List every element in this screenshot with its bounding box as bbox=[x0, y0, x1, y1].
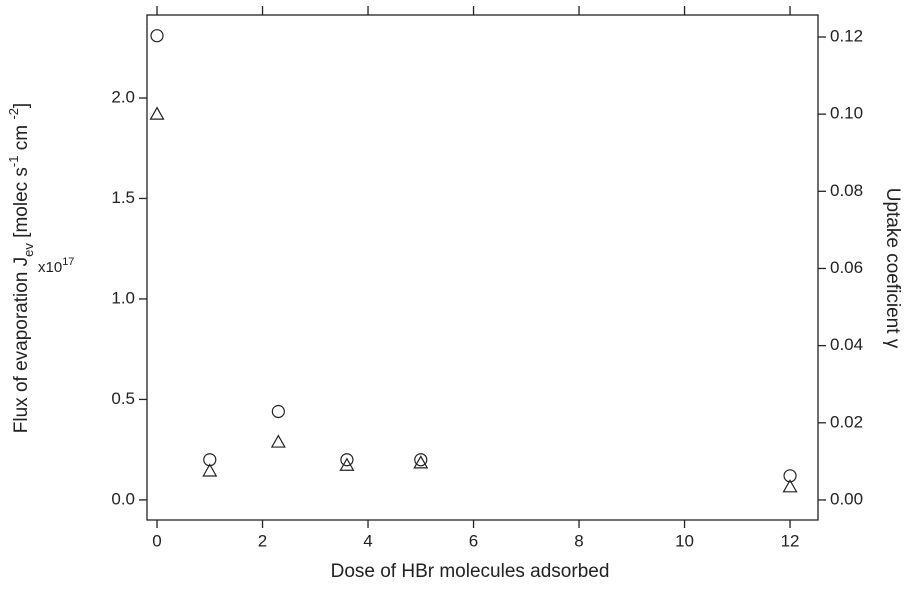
y2-axis-label: Uptake coeficient γ bbox=[882, 188, 903, 349]
y-axis-label-part: Flux of evaporation J bbox=[11, 257, 32, 433]
y-tick-label: 1.0 bbox=[111, 288, 135, 307]
y-axis-label-part: ev bbox=[21, 243, 36, 257]
y-axis-label-part: cm bbox=[11, 120, 32, 156]
y-axis-label-part: -1 bbox=[6, 156, 21, 168]
y-axis-label-part: -2 bbox=[6, 108, 21, 120]
y-multiplier: x1017 bbox=[38, 256, 74, 276]
y-tick-label: 1.5 bbox=[111, 188, 135, 207]
y-tick-label: 0.0 bbox=[111, 489, 135, 508]
y2-tick-label: 0.08 bbox=[830, 181, 863, 200]
y2-tick-label: 0.10 bbox=[830, 104, 863, 123]
x-tick-label: 0 bbox=[152, 531, 161, 550]
x-tick-label: 2 bbox=[258, 531, 267, 550]
y2-tick-label: 0.00 bbox=[830, 489, 863, 508]
x-tick-label: 6 bbox=[469, 531, 478, 550]
circle-point bbox=[783, 469, 797, 483]
triangle-point bbox=[413, 455, 429, 469]
y-tick-label: 2.0 bbox=[111, 87, 135, 106]
plot-frame bbox=[146, 14, 819, 521]
circle-point bbox=[271, 404, 285, 419]
x-tick-label: 4 bbox=[363, 531, 372, 550]
y2-tick-label: 0.02 bbox=[830, 412, 863, 431]
y-multiplier-base: x10 bbox=[38, 259, 62, 276]
y2-tick-label: 0.04 bbox=[830, 335, 863, 354]
x-axis-label: Dose of HBr molecules adsorbed bbox=[331, 561, 610, 582]
y-tick-label: 0.5 bbox=[111, 389, 135, 408]
triangle-point bbox=[202, 463, 218, 477]
triangle-point bbox=[270, 434, 286, 448]
y-axis-label: Flux of evaporation Jev [molec s-1 cm -2… bbox=[6, 103, 36, 433]
triangle-point bbox=[149, 106, 165, 120]
x-tick-label: 10 bbox=[675, 531, 694, 550]
triangle-point bbox=[339, 457, 355, 471]
y-axis-label-part: [molec s bbox=[11, 167, 32, 243]
y-multiplier-exponent: 17 bbox=[62, 256, 74, 268]
y2-tick-label: 0.06 bbox=[830, 258, 863, 277]
circle-point bbox=[150, 29, 164, 43]
x-tick-label: 8 bbox=[574, 531, 583, 550]
circle-point bbox=[414, 453, 428, 467]
y-axis-label-part: ] bbox=[11, 103, 32, 108]
triangle-point bbox=[782, 479, 798, 493]
x-tick-label: 12 bbox=[781, 531, 800, 550]
y2-tick-label: 0.12 bbox=[830, 26, 863, 45]
circle-point bbox=[340, 453, 354, 467]
